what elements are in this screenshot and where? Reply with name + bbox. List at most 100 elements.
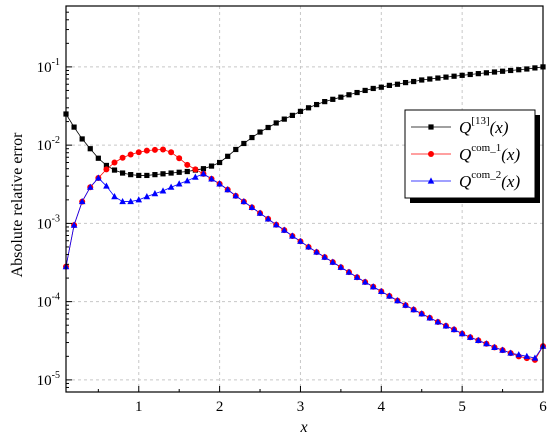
data-point-square <box>467 71 473 78</box>
data-point-triangle <box>70 221 78 228</box>
data-point-square <box>459 72 465 78</box>
axes <box>65 5 544 393</box>
data-point-triangle <box>305 243 312 250</box>
data-point-square <box>475 71 481 77</box>
data-point-square <box>297 108 304 114</box>
data-point-square <box>322 99 328 105</box>
data-point-square <box>136 172 142 179</box>
data-point-square <box>241 140 247 147</box>
data-point-triangle <box>450 325 458 333</box>
data-point-square <box>516 67 522 73</box>
data-point-circle <box>151 146 158 153</box>
data-point-triangle <box>427 177 435 184</box>
y-tick-label: 10-1 <box>37 57 60 76</box>
data-point-square <box>103 162 110 169</box>
data-point-square <box>524 66 530 72</box>
data-point-triangle <box>434 318 442 325</box>
data-point-square <box>394 81 401 87</box>
y-tick-label: 10-4 <box>37 292 60 311</box>
legend-label-arg: (x) <box>490 118 509 137</box>
data-point-circle <box>428 151 434 157</box>
data-point-square <box>330 96 336 102</box>
data-point-square <box>119 170 126 176</box>
legend-label: Qcom_1(x) <box>459 142 520 164</box>
data-point-triangle <box>475 336 482 343</box>
legend-label: Qcom_2(x) <box>459 169 520 191</box>
y-tick-base: 10 <box>37 295 52 311</box>
data-point-square <box>225 153 231 159</box>
data-point-square <box>160 171 166 177</box>
data-point-triangle <box>119 197 126 205</box>
data-point-square <box>451 73 457 79</box>
data-point-circle <box>127 151 134 158</box>
data-point-triangle <box>224 186 231 193</box>
data-point-triangle <box>394 297 401 304</box>
data-point-square <box>362 87 368 94</box>
data-point-square <box>427 76 433 82</box>
data-point-circle <box>135 149 142 156</box>
data-point-square <box>249 134 255 141</box>
data-point-square <box>128 172 134 178</box>
legend: Q[13](x)Qcom_1(x)Qcom_2(x) <box>404 109 540 203</box>
data-point-triangle <box>135 196 143 203</box>
data-point-square <box>419 77 425 83</box>
data-point-square <box>508 67 514 74</box>
data-point-triangle <box>337 263 345 270</box>
x-tick-label: 6 <box>539 399 547 415</box>
data-point-square <box>314 101 320 108</box>
data-point-triangle <box>345 268 353 275</box>
data-point-square <box>257 129 263 135</box>
data-point-circle <box>111 159 118 166</box>
y-tick-label: 10-3 <box>37 213 60 232</box>
data-point-square <box>200 166 207 172</box>
data-point-triangle <box>143 192 151 200</box>
y-tick-exponent: -3 <box>52 213 60 224</box>
data-point-triangle <box>175 180 183 187</box>
data-point-square <box>111 167 118 173</box>
data-point-square <box>435 75 441 81</box>
legend-label-main: Q <box>459 172 471 191</box>
data-point-triangle <box>418 310 426 317</box>
data-point-square <box>184 168 190 175</box>
data-point-triangle <box>167 183 175 190</box>
series-markers <box>62 64 547 363</box>
data-point-triangle <box>402 301 409 308</box>
data-point-square <box>338 94 344 100</box>
data-point-triangle <box>86 183 94 190</box>
x-tick-label: 1 <box>135 399 143 415</box>
data-point-triangle <box>499 346 506 353</box>
data-point-triangle <box>361 278 369 285</box>
data-point-triangle <box>280 226 288 233</box>
data-point-triangle <box>192 173 199 180</box>
legend-label: Q[13](x) <box>459 115 509 137</box>
data-point-triangle <box>321 253 329 260</box>
x-axis-title: x <box>299 419 307 436</box>
data-point-triangle <box>369 283 377 290</box>
data-point-triangle <box>103 182 110 189</box>
data-point-triangle <box>78 197 86 205</box>
y-tick-label: 10-5 <box>37 370 60 389</box>
data-point-triangle <box>329 258 337 265</box>
data-point-square <box>386 82 392 88</box>
data-point-square <box>265 124 271 131</box>
legend-label-sup: com_2 <box>471 169 501 181</box>
data-point-triangle <box>151 190 159 197</box>
data-point-triangle <box>491 343 498 351</box>
data-point-square <box>499 68 506 74</box>
data-point-square <box>273 120 279 126</box>
data-point-square <box>289 112 295 118</box>
y-tick-exponent: -2 <box>52 135 60 146</box>
y-tick-exponent: -1 <box>52 57 60 68</box>
data-point-circle <box>168 149 175 156</box>
data-point-square <box>95 155 101 161</box>
data-point-triangle <box>353 273 361 280</box>
data-point-circle <box>143 147 150 154</box>
tick-labels: 1 2 3 4 5 610-510-410-310-210-1 <box>37 57 548 415</box>
data-point-square <box>402 79 409 86</box>
data-point-triangle <box>466 333 474 340</box>
y-tick-base: 10 <box>37 138 52 154</box>
data-point-square <box>346 92 352 98</box>
data-point-triangle <box>240 197 248 205</box>
data-point-triangle <box>183 177 191 184</box>
